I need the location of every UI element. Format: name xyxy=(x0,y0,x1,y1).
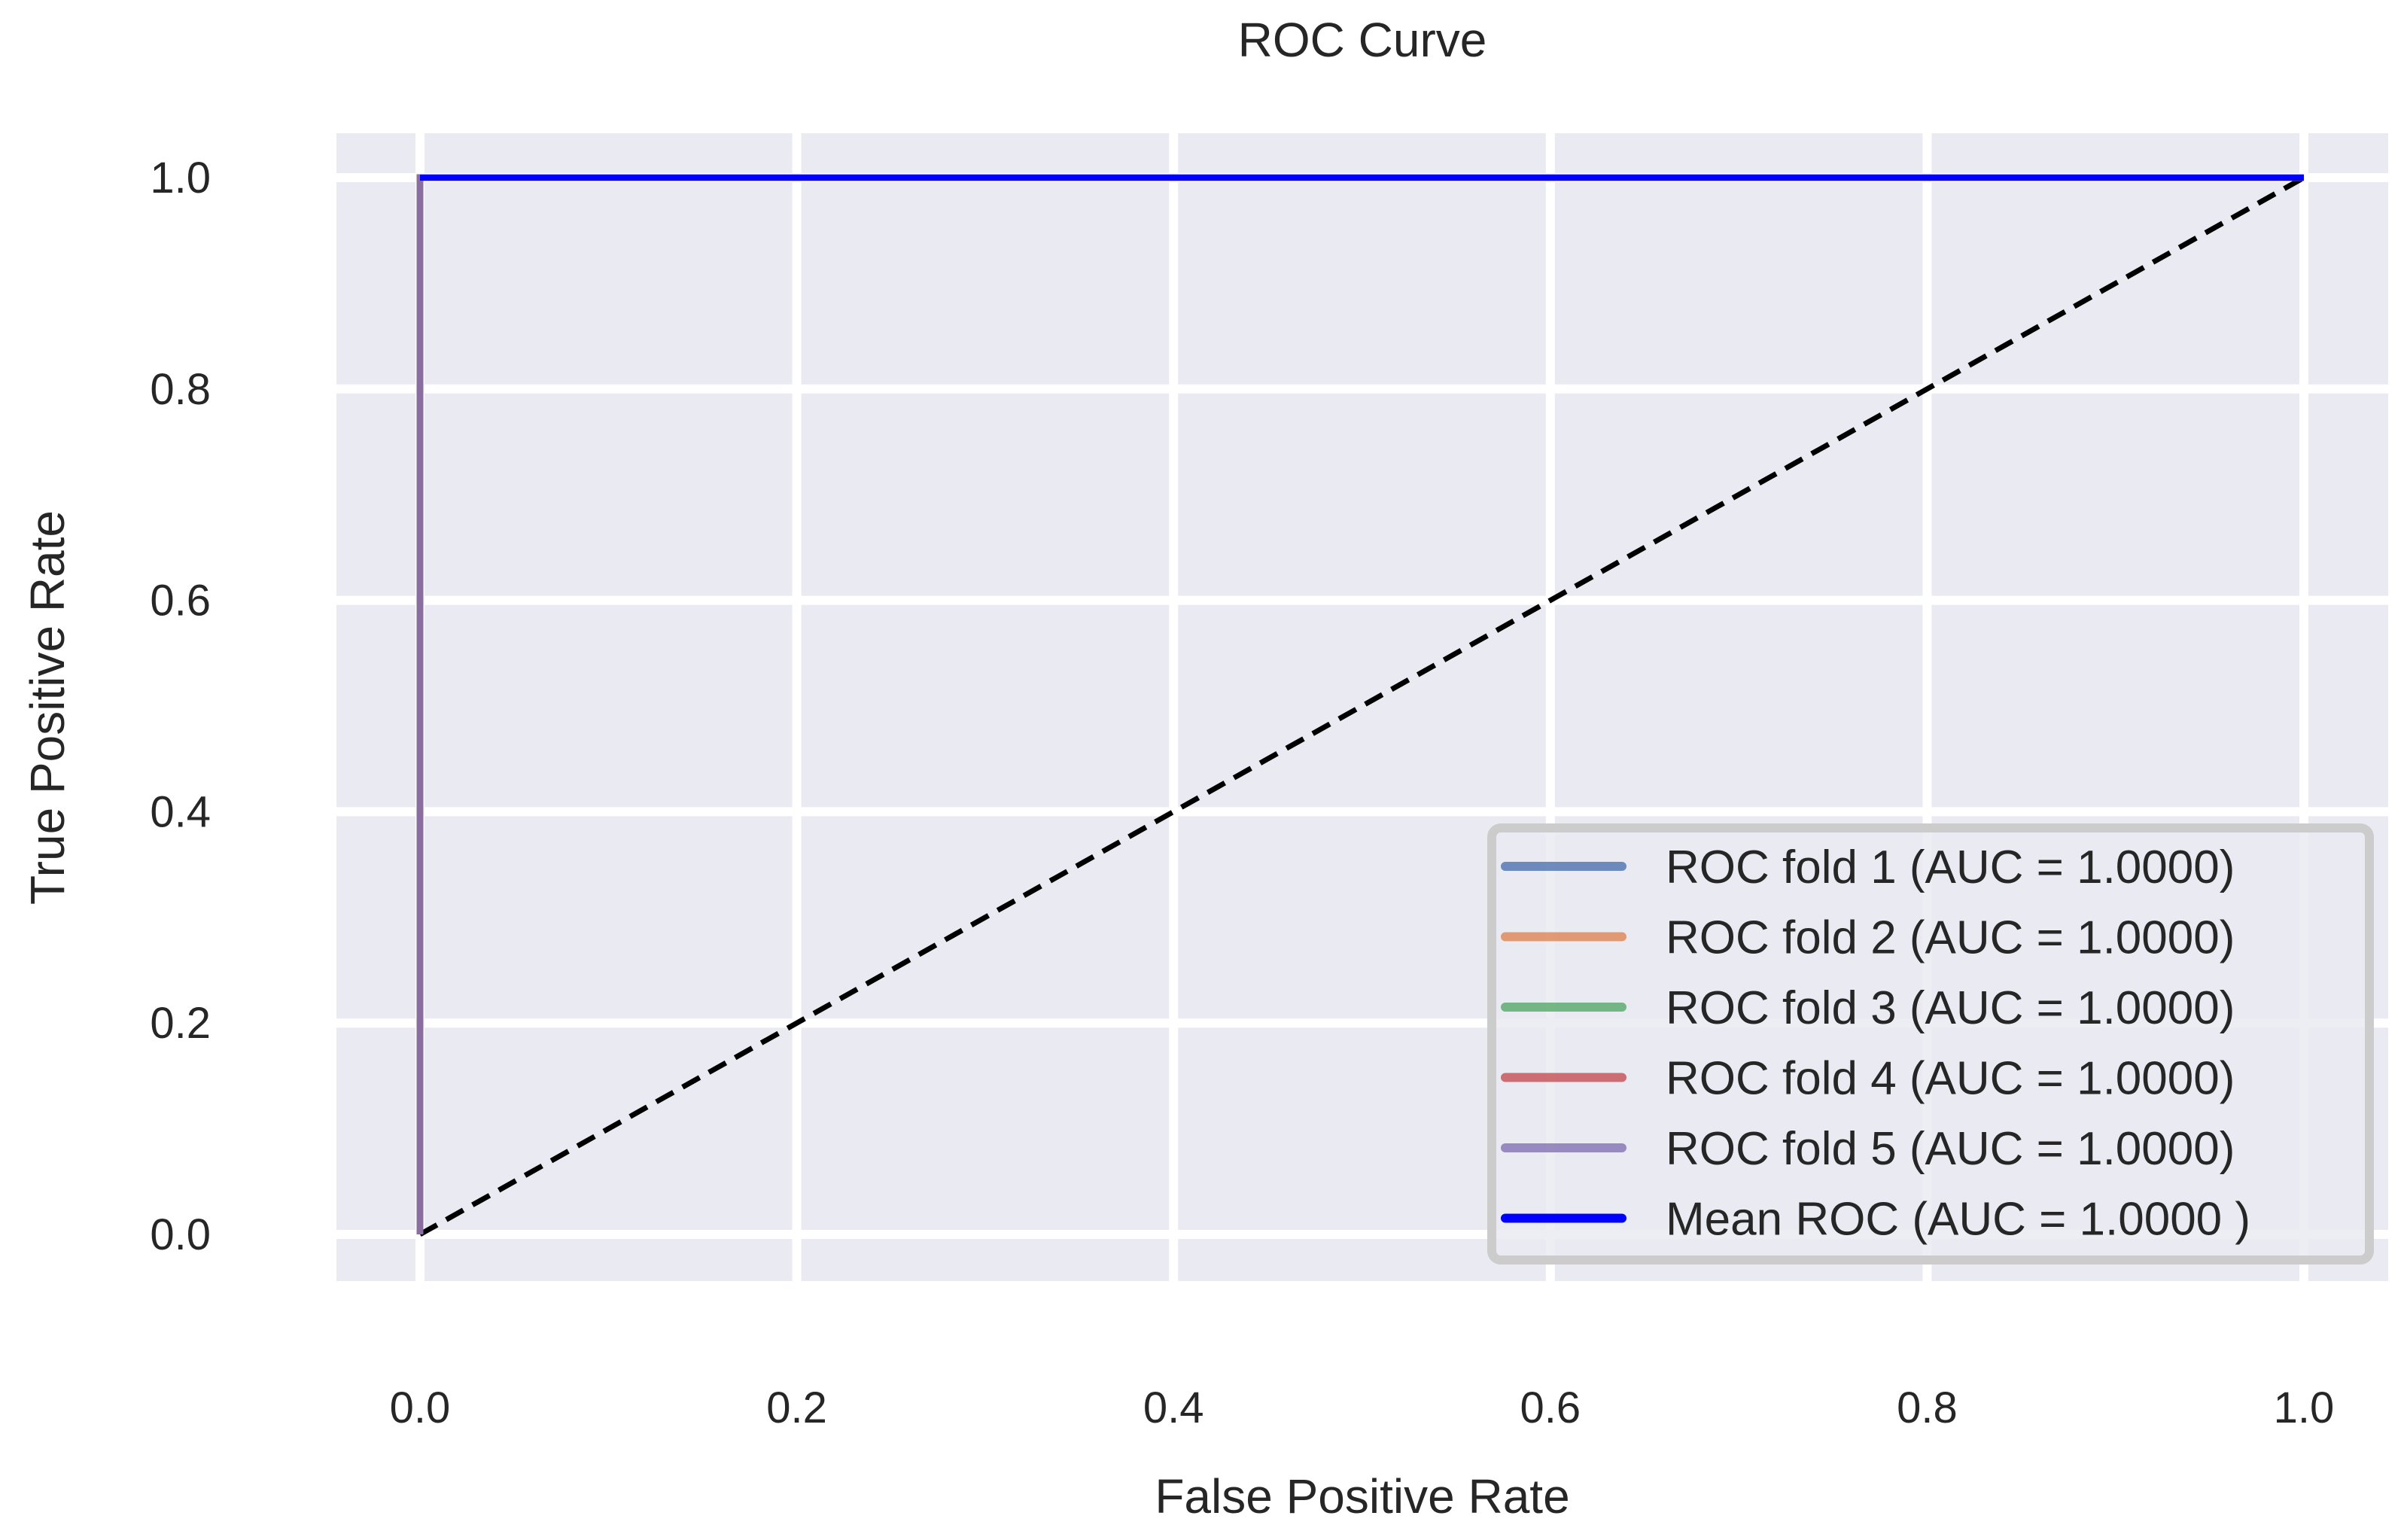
y-tick-label: 0.8 xyxy=(150,365,211,414)
y-tick-label: 0.4 xyxy=(150,787,211,836)
y-axis-label: True Positive Rate xyxy=(20,510,75,905)
legend-label: ROC fold 2 (AUC = 1.0000) xyxy=(1666,912,2235,964)
y-tick-label: 0.0 xyxy=(150,1210,211,1259)
x-tick-label: 0.4 xyxy=(1143,1383,1204,1432)
x-axis-label: False Positive Rate xyxy=(1155,1469,1569,1523)
y-tick-label: 1.0 xyxy=(150,154,211,202)
y-tick-label: 0.2 xyxy=(150,999,211,1048)
x-tick-label: 0.6 xyxy=(1520,1383,1581,1432)
legend-box xyxy=(1487,823,2374,1265)
series-lines xyxy=(416,174,2305,1237)
legend-label: ROC fold 4 (AUC = 1.0000) xyxy=(1666,1053,2235,1105)
chart-title: ROC Curve xyxy=(1238,13,1487,67)
legend-label: ROC fold 1 (AUC = 1.0000) xyxy=(1666,842,2235,893)
legend-label: ROC fold 5 (AUC = 1.0000) xyxy=(1666,1123,2235,1175)
x-tick-label: 0.0 xyxy=(390,1383,451,1432)
legend: ROC fold 1 (AUC = 1.0000) ROC fold 2 (AUC… xyxy=(1487,823,2374,1265)
y-tick-labels: 0.0 0.2 0.4 0.6 0.8 1.0 xyxy=(150,154,211,1259)
legend-label: ROC fold 3 (AUC = 1.0000) xyxy=(1666,982,2235,1034)
x-tick-label: 1.0 xyxy=(2274,1383,2335,1432)
x-tick-labels: 0.0 0.2 0.4 0.6 0.8 1.0 xyxy=(390,1383,2335,1432)
x-tick-label: 0.8 xyxy=(1897,1383,1958,1432)
legend-label: Mean ROC (AUC = 1.0000 ) xyxy=(1666,1194,2250,1246)
y-tick-label: 0.6 xyxy=(150,577,211,625)
x-tick-label: 0.2 xyxy=(766,1383,827,1432)
